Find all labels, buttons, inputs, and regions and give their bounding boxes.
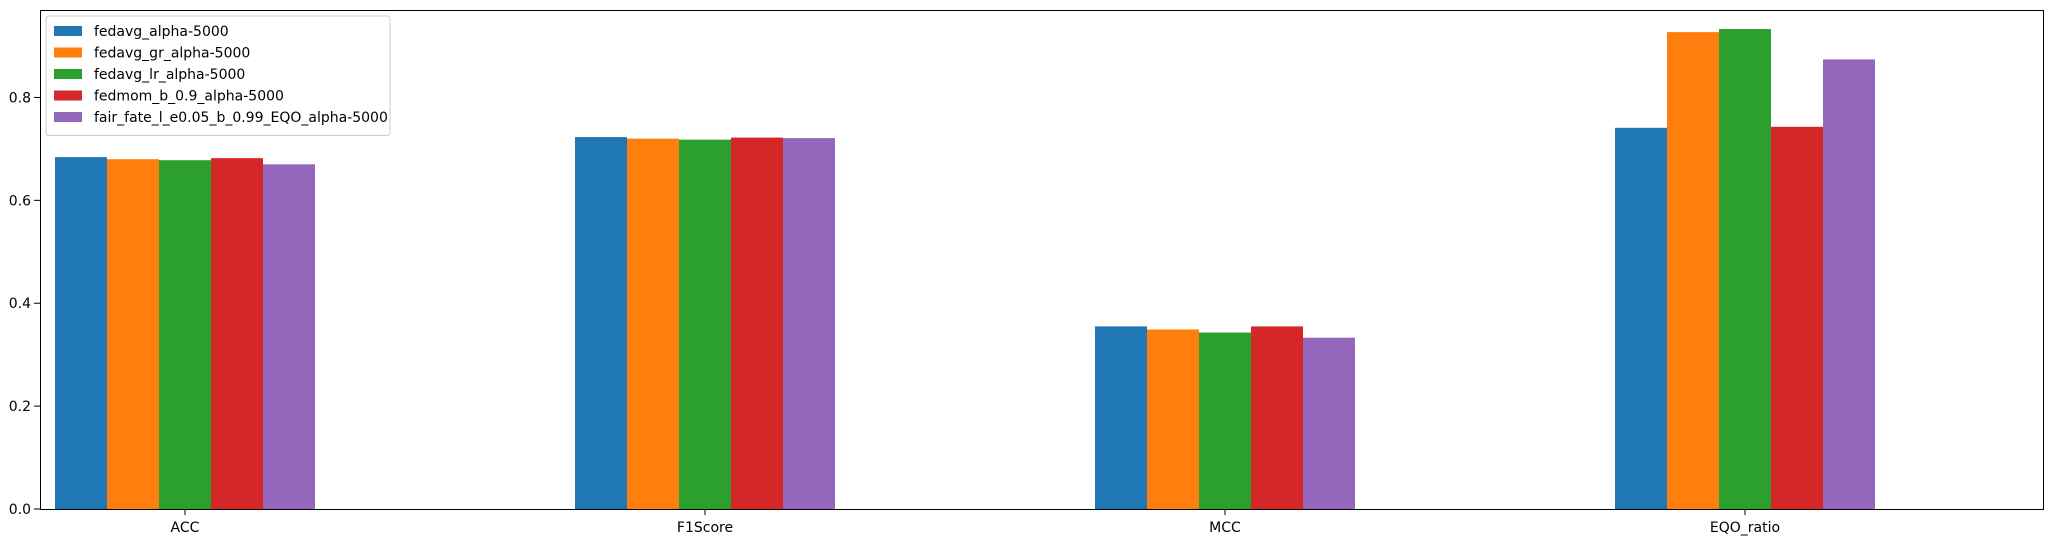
legend-swatch — [54, 112, 82, 122]
bar-mcc-series-3 — [1251, 326, 1303, 509]
bar-mcc-series-2 — [1199, 332, 1251, 509]
bar-f1score-series-4 — [783, 138, 835, 509]
bar-acc-series-2 — [159, 160, 211, 510]
legend: fedavg_alpha-5000 fedavg_gr_alpha-5000fed… — [45, 15, 391, 136]
y-tick-label: 0.8 — [9, 90, 31, 106]
y-tick-label: 0.2 — [9, 399, 31, 415]
legend-swatch — [54, 26, 82, 36]
bar-f1score-series-0 — [575, 137, 627, 509]
x-tick-label: ACC — [171, 520, 200, 536]
y-tick-label: 0.0 — [9, 502, 31, 518]
legend-label: fedmom_b_0.9_alpha-5000 — [94, 89, 284, 105]
legend-frame — [45, 15, 391, 136]
bar-eqo_ratio-series-3 — [1771, 126, 1823, 509]
legend-label: fair_fate_l_e0.05_b_0.99_EQO_alpha-5000 — [94, 110, 388, 126]
bar-f1score-series-3 — [731, 137, 783, 509]
bar-f1score-series-2 — [679, 139, 731, 509]
legend-label: fedavg_alpha-5000 — [94, 24, 229, 40]
bar-acc-series-0 — [55, 157, 107, 509]
bar-eqo_ratio-series-1 — [1667, 32, 1719, 510]
legend-swatch — [54, 69, 82, 79]
bar-f1score-series-1 — [627, 138, 679, 509]
bar-mcc-series-1 — [1147, 329, 1199, 509]
bars-layer — [55, 29, 1875, 510]
x-tick-label: F1Score — [677, 520, 733, 536]
legend-swatch — [54, 90, 82, 101]
bar-eqo_ratio-series-4 — [1823, 59, 1875, 510]
bar-acc-series-3 — [211, 158, 263, 509]
y-axis: 0.0 0.2 0.4 0.6 0.8 — [9, 90, 40, 518]
bar-mcc-series-4 — [1303, 337, 1355, 509]
bar-eqo_ratio-series-0 — [1615, 127, 1667, 510]
bar-eqo_ratio-series-2 — [1719, 29, 1771, 509]
y-tick-label: 0.6 — [9, 193, 31, 209]
bar-acc-series-4 — [263, 164, 315, 509]
y-tick-label: 0.4 — [9, 296, 31, 312]
plot-frame — [40, 10, 2044, 510]
x-axis: ACC F1Score MCC EQO_ratio — [171, 509, 1780, 536]
legend-swatch — [54, 47, 82, 58]
x-tick-label: EQO_ratio — [1710, 520, 1780, 536]
bar-mcc-series-0 — [1095, 326, 1147, 509]
legend-label: fedavg_gr_alpha-5000 — [94, 46, 250, 62]
bar-acc-series-1 — [107, 159, 159, 510]
x-tick-label: MCC — [1209, 520, 1241, 536]
legend-label: fedavg_lr_alpha-5000 — [94, 67, 245, 83]
